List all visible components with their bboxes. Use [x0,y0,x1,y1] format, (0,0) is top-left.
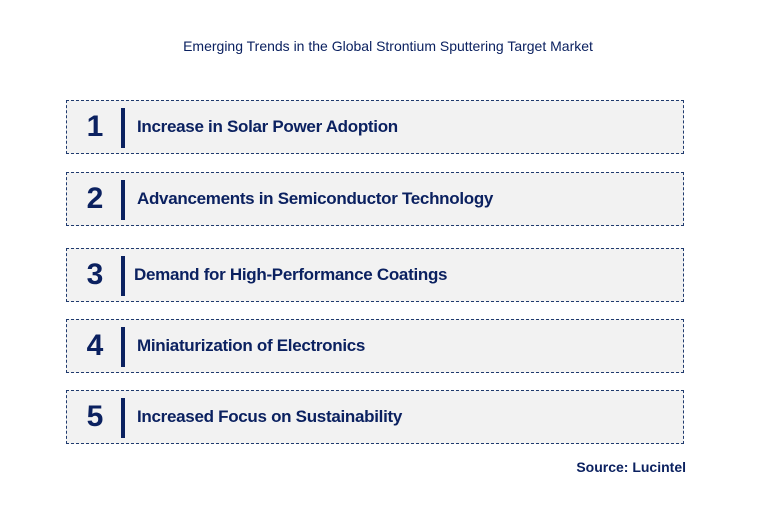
trend-item-4: 4 Miniaturization of Electronics [66,319,684,373]
divider-bar [121,108,125,148]
trend-label: Increase in Solar Power Adoption [137,117,398,136]
trend-number: 2 [86,182,104,215]
trend-item-2: 2 Advancements in Semiconductor Technolo… [66,172,684,226]
divider-bar [121,180,125,220]
trend-label: Demand for High-Performance Coatings [134,265,448,284]
trend-item-5: 5 Increased Focus on Sustainability [66,390,684,444]
trend-item-3: 3 Demand for High-Performance Coatings [66,248,684,302]
trend-label: Miniaturization of Electronics [137,336,366,355]
trend-label: Increased Focus on Sustainability [137,407,403,426]
trend-number: 4 [86,329,104,362]
trend-label: Advancements in Semiconductor Technology [137,189,494,208]
source-credit: Source: Lucintel [576,459,686,475]
divider-bar [121,327,125,367]
diagram-title: Emerging Trends in the Global Strontium … [183,38,593,54]
trend-number: 5 [86,400,104,433]
trend-number: 3 [86,258,104,291]
trend-number: 1 [86,110,104,143]
divider-bar [121,256,125,296]
divider-bar [121,398,125,438]
trend-item-1: 1 Increase in Solar Power Adoption [66,100,684,154]
